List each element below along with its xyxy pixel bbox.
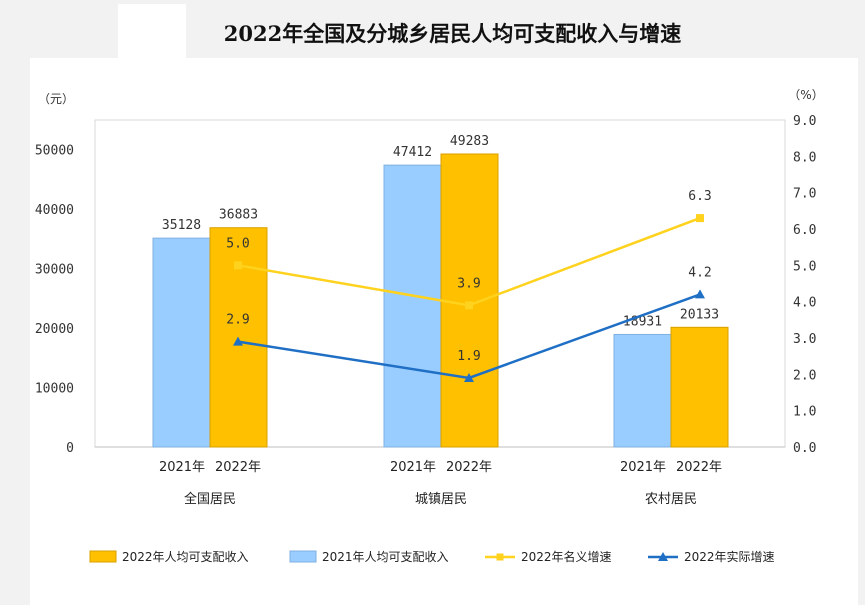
bar-value-label: 49283	[450, 134, 489, 149]
nominal-growth-label: 6.3	[688, 189, 711, 204]
bar-2021-0	[152, 237, 211, 448]
nominal-growth-label: 3.9	[457, 276, 480, 291]
bar-2021-2	[613, 333, 672, 448]
left-tick-label: 20000	[35, 322, 74, 337]
left-tick-label: 30000	[35, 263, 74, 278]
bar-2022-2	[670, 326, 729, 448]
x-sub-label: 2021年	[159, 460, 205, 475]
title-decoration	[118, 4, 186, 58]
legend-marker	[496, 553, 504, 561]
bar-2021-1	[383, 164, 442, 448]
bar-value-label: 20133	[680, 307, 719, 322]
right-axis-unit: （%）	[788, 88, 823, 102]
real-growth-label: 4.2	[688, 265, 711, 280]
real-growth-label: 1.9	[457, 349, 480, 364]
legend-label: 2022年名义增速	[521, 549, 612, 564]
right-tick-label: 5.0	[793, 259, 816, 274]
left-tick-label: 10000	[35, 382, 74, 397]
legend-swatch-bar	[89, 550, 117, 563]
bar-2022-1	[440, 153, 499, 448]
category-label: 城镇居民	[415, 492, 467, 507]
right-tick-label: 2.0	[793, 368, 816, 383]
x-sub-label: 2021年	[390, 460, 436, 475]
right-tick-label: 9.0	[793, 114, 816, 129]
real-growth-label: 2.9	[226, 313, 249, 328]
bar-value-label: 47412	[393, 145, 432, 160]
bar-2022-0	[209, 227, 268, 448]
nominal-growth-point	[465, 301, 473, 310]
x-sub-label: 2022年	[446, 460, 492, 475]
bar-value-label: 35128	[162, 218, 201, 233]
category-label: 农村居民	[645, 492, 697, 507]
real-growth-point	[233, 336, 243, 346]
real-growth-point	[695, 289, 705, 299]
left-axis-unit: （元）	[38, 92, 74, 106]
legend-label: 2022年人均可支配收入	[122, 550, 249, 564]
left-tick-label: 50000	[35, 144, 74, 159]
nominal-growth-label: 5.0	[226, 236, 249, 251]
right-tick-label: 8.0	[793, 150, 816, 165]
x-sub-label: 2021年	[620, 460, 666, 475]
legend-label: 2022年实际增速	[684, 549, 775, 564]
right-tick-label: 6.0	[793, 223, 816, 238]
right-tick-label: 3.0	[793, 332, 816, 347]
right-tick-label: 4.0	[793, 296, 816, 311]
left-tick-label: 40000	[35, 203, 74, 218]
real-growth-point	[464, 372, 474, 382]
right-tick-label: 0.0	[793, 441, 816, 456]
chart-title: 2022年全国及分城乡居民人均可支配收入与增速	[223, 21, 682, 46]
nominal-growth-point	[696, 214, 704, 223]
category-label: 全国居民	[184, 491, 236, 507]
x-sub-label: 2022年	[215, 460, 261, 475]
bar-value-label: 18931	[623, 314, 662, 329]
bar-value-label: 36883	[219, 208, 258, 223]
right-tick-label: 7.0	[793, 187, 816, 202]
legend-marker	[658, 552, 668, 561]
right-tick-label: 1.0	[793, 405, 816, 420]
x-sub-label: 2022年	[676, 460, 722, 475]
legend-label: 2021年人均可支配收入	[322, 550, 449, 564]
legend-swatch-bar	[289, 550, 317, 563]
nominal-growth-point	[234, 261, 242, 270]
left-tick-label: 0	[66, 441, 74, 456]
